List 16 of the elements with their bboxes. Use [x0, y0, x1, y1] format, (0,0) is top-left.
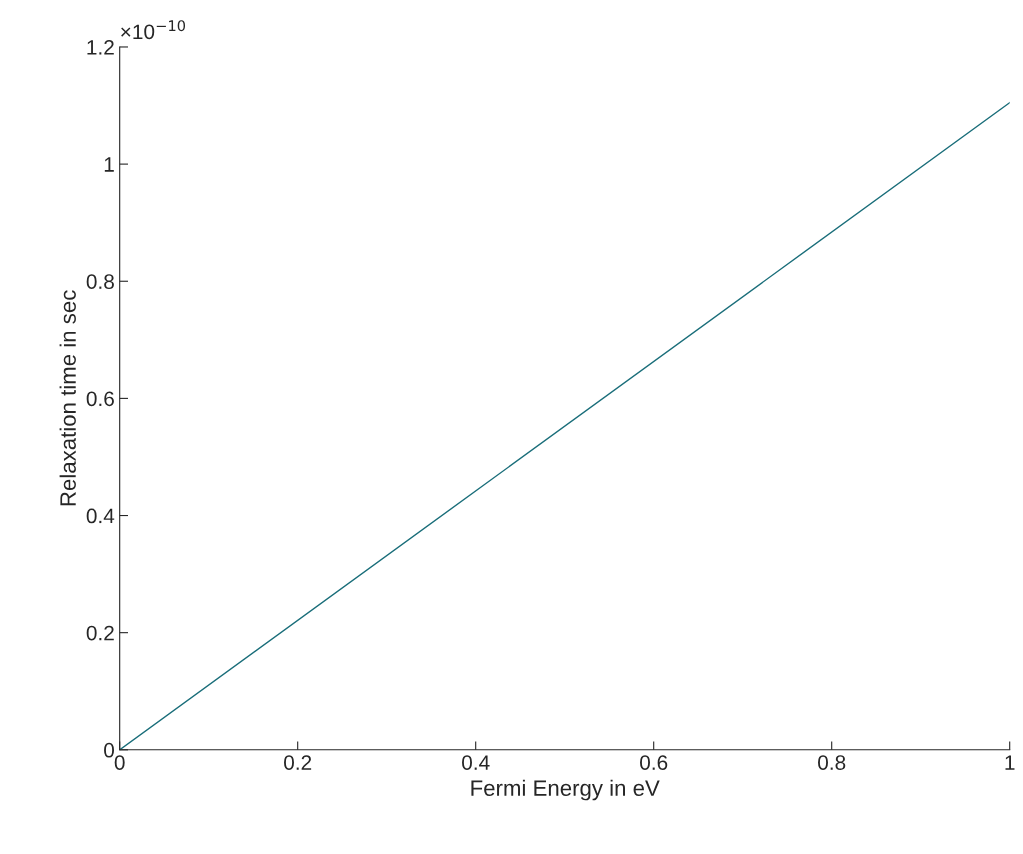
x-tick-label: 0: [114, 755, 125, 770]
y-tick-label: 1: [104, 157, 114, 172]
y-tick-label: 0.6: [86, 391, 114, 407]
x-tick-label: 0.2: [284, 755, 312, 770]
y-tick-label: 0.4: [86, 508, 115, 524]
y-tick-label: 0: [104, 742, 115, 758]
x-tick-label: 0.8: [818, 755, 846, 770]
x-tick-label: 1: [1005, 755, 1015, 770]
x-tick-label: 0.4: [462, 755, 490, 770]
x-tick-label: 0.6: [640, 755, 668, 770]
x-axis-title: Fermi Energy in eV: [471, 779, 660, 801]
y-tick-label: 0.8: [86, 274, 114, 289]
text: ×10$^{−10}$: [121, 20, 186, 40]
y-tick-label: 0.2: [86, 625, 114, 641]
y-axis-title: Relaxation time in sec: [59, 290, 76, 506]
y-tick-label: 1.2: [87, 39, 114, 55]
